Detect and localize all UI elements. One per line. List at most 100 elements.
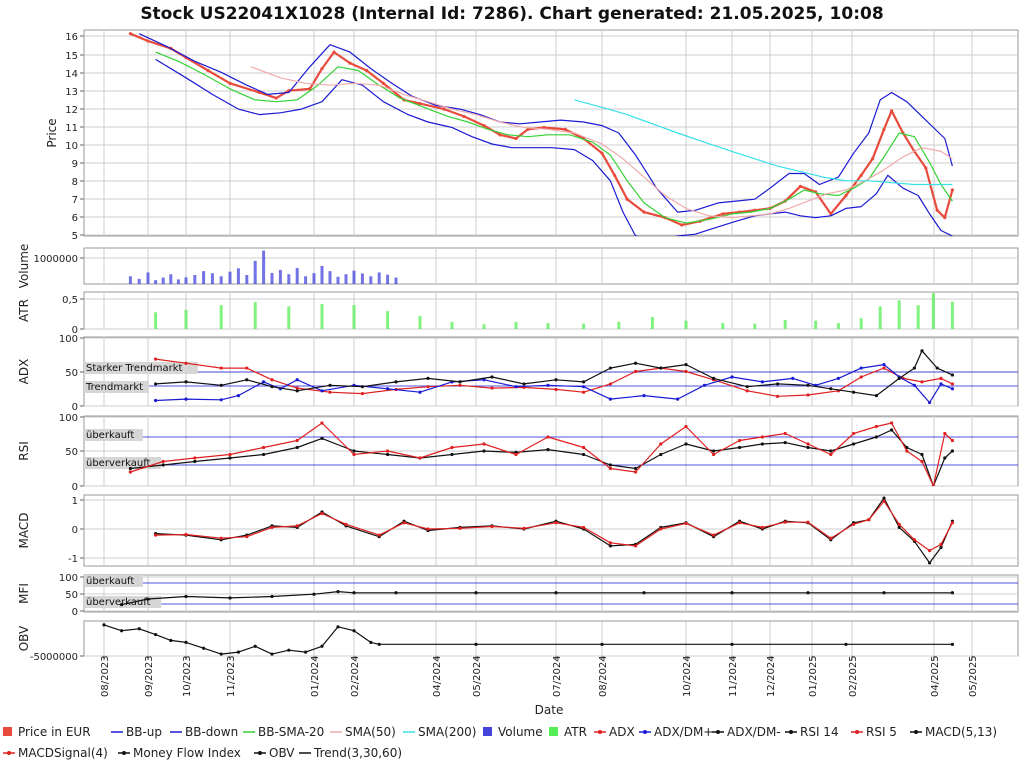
point-macdsignal-4-8 [377, 533, 381, 537]
point-price-in-eur-33 [721, 212, 725, 216]
point-obv-2 [137, 627, 141, 631]
point-money-flow-index-15 [950, 591, 955, 595]
point-money-flow-index-14 [882, 591, 886, 595]
point-adx-dm-27 [912, 366, 917, 370]
point-macdsignal-4-19 [684, 521, 688, 526]
point-price-in-eur-27 [613, 173, 617, 177]
point-adx-29 [950, 382, 955, 386]
ytick-label-obv-0: -5000000 [30, 652, 78, 663]
point-price-in-eur-29 [642, 210, 646, 214]
point-obv-0 [102, 623, 106, 627]
point-macdsignal-4-28 [882, 499, 886, 503]
point-rsi-5-10 [450, 445, 454, 450]
point-rsi-14-32 [950, 449, 955, 453]
panel-frame-macd [83, 494, 1019, 567]
xtick-label-13: 01/2025 [808, 655, 819, 697]
point-rsi-14-23 [806, 445, 810, 450]
bar-atr-19 [783, 320, 787, 329]
legend-dot-adx [598, 730, 602, 734]
point-price-in-eur-38 [798, 184, 803, 188]
ylabel-adx: ADX [17, 359, 31, 385]
bar-volume-0 [128, 276, 132, 284]
ytick-label-price-4: 9 [72, 159, 78, 170]
point-rsi-5-7 [352, 452, 356, 457]
legend-label-atr: ATR [564, 725, 587, 739]
point-rsi-14-21 [760, 442, 765, 446]
point-price-in-eur-1 [146, 39, 150, 43]
point-macd-5-13-31 [928, 561, 932, 565]
bar-volume-7 [184, 277, 188, 284]
point-adx-dm-12 [482, 378, 486, 382]
point-obv-14 [336, 625, 340, 629]
legend-label-trend-3-30-60: Trend(3,30,60) [313, 746, 402, 760]
legend-label-macd-5-13: MACD(5,13) [925, 725, 997, 739]
point-adx-dm-16 [634, 361, 638, 365]
point-rsi-14-22 [783, 441, 787, 445]
point-adx-dm-4 [262, 380, 266, 384]
point-rsi-14-18 [684, 442, 688, 446]
xtick-label-6: 04/2024 [432, 655, 443, 697]
xtick-label-4: 01/2024 [310, 655, 321, 697]
xtick-label-11: 11/2024 [728, 655, 739, 697]
point-adx-9 [426, 385, 430, 389]
point-obv-11 [287, 648, 291, 652]
point-macdsignal-4-0 [154, 533, 158, 537]
point-macdsignal-4-12 [490, 524, 494, 529]
point-macd-5-13-16 [608, 544, 613, 548]
series-group-volume [128, 250, 398, 284]
bar-atr-9 [450, 321, 454, 329]
legend-label-adx-dm: ADX/DM- [727, 725, 781, 739]
point-rsi-5-4 [262, 445, 266, 450]
bar-atr-12 [546, 323, 550, 329]
bar-atr-3 [253, 302, 257, 329]
point-money-flow-index-6 [336, 590, 340, 594]
point-macd-5-13-32 [939, 545, 943, 550]
point-money-flow-index-3 [228, 596, 232, 600]
point-adx-dm-19 [712, 376, 716, 380]
point-adx-1 [184, 361, 188, 365]
point-price-in-eur-17 [442, 107, 446, 111]
point-macdsignal-4-33 [950, 521, 955, 525]
bar-volume-16 [262, 250, 266, 284]
bar-atr-10 [482, 324, 486, 329]
point-rsi-14-7 [352, 449, 356, 453]
xtick-label-1: 09/2023 [144, 655, 155, 697]
point-adx-15 [608, 382, 613, 386]
legend-label-money-flow-index: Money Flow Index [133, 746, 241, 760]
point-price-in-eur-23 [542, 125, 546, 130]
point-price-in-eur-50 [943, 216, 947, 220]
point-rsi-14-3 [228, 456, 232, 460]
point-price-in-eur-44 [882, 127, 886, 131]
point-macdsignal-4-31 [928, 548, 932, 553]
bar-atr-7 [386, 311, 390, 329]
annotation-mfi-1: überverkauft [86, 597, 151, 608]
point-rsi-14-8 [386, 452, 390, 457]
point-macdsignal-4-15 [582, 525, 586, 530]
bar-volume-29 [369, 276, 373, 284]
point-adx-5 [295, 386, 299, 390]
annotation-rsi-0: überkauft [86, 430, 134, 441]
point-adx-dm-18 [684, 363, 688, 367]
point-macdsignal-4-18 [659, 527, 663, 531]
series-line-money-flow-index [121, 590, 953, 606]
point-adx-dm-6 [295, 378, 299, 382]
point-macd-5-13-29 [897, 525, 901, 530]
ytick-label-adx-1: 50 [65, 368, 78, 379]
point-rsi-5-21 [760, 435, 765, 439]
point-adx-dm-29 [935, 366, 939, 370]
point-adx-dm-14 [582, 380, 586, 384]
point-adx-dm-7 [320, 389, 324, 393]
point-adx-dm-14 [546, 383, 550, 387]
xtick-label-9: 08/2024 [598, 655, 609, 697]
series-line-sma-50 [250, 66, 953, 219]
legend-dot-macd-5-13 [914, 730, 918, 734]
ytick-label-mfi-1: 50 [65, 590, 78, 601]
annotation-bg-mfi-0 [84, 575, 143, 587]
point-adx-dm-23 [829, 387, 833, 391]
point-adx-dm-2 [219, 398, 223, 402]
bar-volume-19 [287, 274, 291, 284]
point-price-in-eur-41 [844, 193, 848, 198]
x-axis-label: Date [535, 703, 564, 717]
bar-volume-22 [312, 273, 316, 284]
point-rsi-5-20 [738, 438, 742, 443]
